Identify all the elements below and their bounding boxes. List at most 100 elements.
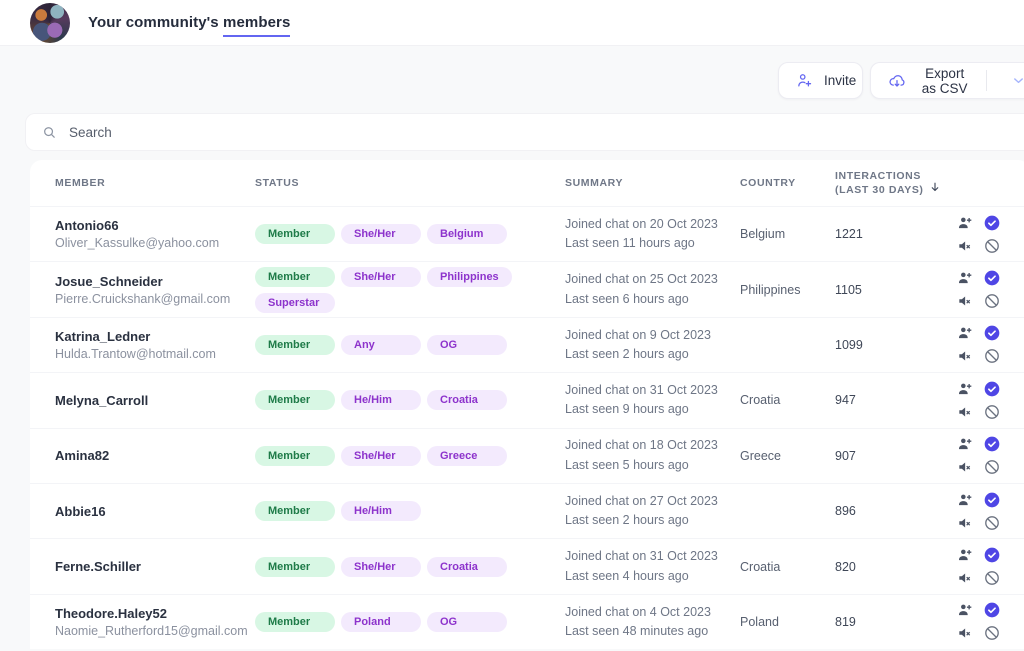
mute-icon[interactable] — [957, 625, 973, 641]
block-icon[interactable] — [984, 404, 1000, 420]
status-badge: Member — [255, 334, 335, 355]
table-row[interactable]: Ferne.Schiller Member She/Her Croatia Join… — [30, 538, 1024, 593]
add-member-icon[interactable] — [957, 602, 973, 618]
row-actions — [957, 270, 1020, 309]
block-icon[interactable] — [984, 293, 1000, 309]
member-cell: Antonio66 Oliver_Kassulke@yahoo.com — [30, 218, 255, 250]
table-row[interactable]: Katrina_Ledner Hulda.Trantow@hotmail.com… — [30, 316, 1024, 372]
column-header-interactions[interactable]: INTERACTIONS (LAST 30 DAYS) — [835, 169, 957, 197]
summary-cell: Joined chat on 20 Oct 2023 Last seen 11 … — [565, 215, 740, 254]
mute-icon[interactable] — [957, 459, 973, 475]
mute-icon[interactable] — [957, 348, 973, 364]
status-badge: Croatia — [427, 556, 507, 577]
summary-joined: Joined chat on 31 Oct 2023 — [565, 549, 718, 564]
add-member-icon[interactable] — [957, 381, 973, 397]
status-cell: Member He/Him — [255, 501, 565, 522]
mute-icon[interactable] — [957, 515, 973, 531]
summary-cell: Joined chat on 27 Oct 2023 Last seen 2 h… — [565, 492, 740, 531]
verified-check-icon[interactable] — [984, 492, 1000, 508]
add-member-icon[interactable] — [957, 436, 973, 452]
status-badge: Member — [255, 445, 335, 466]
mute-icon[interactable] — [957, 404, 973, 420]
export-csv-button[interactable]: Export as CSV — [870, 62, 1024, 99]
country-cell: Croatia — [740, 560, 835, 574]
interactions-value: 1099 — [835, 337, 863, 352]
search-input[interactable] — [69, 124, 1024, 140]
verified-check-icon[interactable] — [984, 436, 1000, 452]
mute-icon[interactable] — [957, 570, 973, 586]
chevron-down-icon[interactable] — [998, 73, 1024, 88]
topbar: Your community's members — [0, 0, 1024, 46]
row-actions — [957, 547, 1020, 586]
country-cell: Belgium — [740, 227, 835, 241]
column-header-status: STATUS — [255, 177, 300, 189]
block-icon[interactable] — [984, 348, 1000, 364]
add-member-icon[interactable] — [957, 492, 973, 508]
country-value: Philippines — [740, 282, 801, 297]
status-cell: Member Any OG — [255, 334, 565, 355]
interactions-cell: 1221 — [835, 227, 957, 241]
invite-button[interactable]: Invite — [778, 62, 863, 99]
search-bar[interactable] — [25, 113, 1024, 151]
add-member-icon[interactable] — [957, 215, 973, 231]
cloud-download-icon — [888, 72, 906, 90]
table-row[interactable]: Amina82 Member She/Her Greece Joined chat … — [30, 427, 1024, 483]
block-icon[interactable] — [984, 570, 1000, 586]
summary-cell: Joined chat on 18 Oct 2023 Last seen 5 h… — [565, 436, 740, 475]
country-value: Belgium — [740, 227, 786, 242]
interactions-cell: 896 — [835, 504, 957, 518]
member-cell: Amina82 — [30, 448, 255, 463]
interactions-value: 820 — [835, 559, 856, 574]
member-name: Katrina_Ledner — [55, 328, 151, 344]
status-badges: Member She/Her Belgium — [255, 224, 547, 245]
column-header-country: COUNTRY — [740, 177, 796, 189]
add-member-icon[interactable] — [957, 547, 973, 563]
mute-icon[interactable] — [957, 238, 973, 254]
status-badge: Member — [255, 556, 335, 577]
status-badges: Member She/Her Greece — [255, 445, 547, 466]
sort-desc-icon[interactable] — [929, 173, 941, 193]
verified-check-icon[interactable] — [984, 325, 1000, 341]
status-badges: Member He/Him — [255, 501, 547, 522]
country-value: Croatia — [740, 559, 781, 574]
interactions-value: 947 — [835, 393, 856, 408]
table-row[interactable]: Theodore.Haley52 Naomie_Rutherford15@gma… — [30, 593, 1024, 649]
block-icon[interactable] — [984, 238, 1000, 254]
search-icon — [42, 125, 57, 140]
status-badge: Member — [255, 266, 335, 287]
member-name: Ferne.Schiller — [55, 559, 141, 575]
add-member-icon[interactable] — [957, 325, 973, 341]
interactions-value: 1221 — [835, 227, 863, 242]
page-title-prefix: Your community's — [88, 14, 224, 31]
status-badge: Any — [341, 334, 421, 355]
community-avatar[interactable] — [30, 2, 70, 43]
country-cell: Greece — [740, 449, 835, 463]
verified-check-icon[interactable] — [984, 547, 1000, 563]
interactions-cell: 907 — [835, 449, 957, 463]
interactions-value: 907 — [835, 448, 856, 463]
verified-check-icon[interactable] — [984, 270, 1000, 286]
block-icon[interactable] — [984, 515, 1000, 531]
table-row[interactable]: Melyna_Carroll Member He/Him Croatia Joine… — [30, 372, 1024, 427]
country-value: Greece — [740, 448, 781, 463]
table-row[interactable]: Antonio66 Oliver_Kassulke@yahoo.com Memb… — [30, 206, 1024, 261]
column-header-summary: SUMMARY — [565, 177, 624, 189]
button-divider — [986, 70, 987, 91]
interactions-cell: 820 — [835, 560, 957, 574]
column-header-member: MEMBER — [55, 177, 106, 189]
verified-check-icon[interactable] — [984, 381, 1000, 397]
mute-icon[interactable] — [957, 293, 973, 309]
country-cell: Croatia — [740, 393, 835, 407]
summary-last-seen: Last seen 2 hours ago — [565, 513, 689, 528]
verified-check-icon[interactable] — [984, 215, 1000, 231]
status-cell: Member Poland OG — [255, 611, 565, 632]
table-row[interactable]: Abbie16 Member He/Him Joined chat on 27 O… — [30, 482, 1024, 538]
table-row[interactable]: Josue_Schneider Pierre.Cruickshank@gmail… — [30, 261, 1024, 316]
row-actions — [957, 492, 1020, 531]
verified-check-icon[interactable] — [984, 602, 1000, 618]
block-icon[interactable] — [984, 625, 1000, 641]
add-member-icon[interactable] — [957, 270, 973, 286]
interactions-cell: 947 — [835, 393, 957, 407]
block-icon[interactable] — [984, 459, 1000, 475]
status-badge: Philippines — [427, 266, 512, 287]
